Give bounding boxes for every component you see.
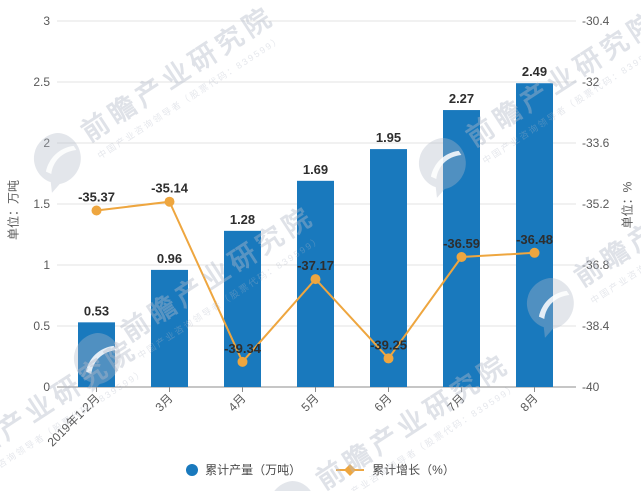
y-left-tick-label: 0 (43, 380, 50, 394)
y-left-tick-label: 0.5 (33, 319, 50, 333)
y-left-tick-label: 2.5 (33, 75, 50, 89)
y-right-tick-label: -33.6 (582, 136, 610, 150)
y-left-tick-label: 1.5 (33, 197, 50, 211)
y-right-tick-label: -36.8 (582, 258, 610, 272)
bar-value-label: 1.28 (230, 212, 255, 227)
x-tick-label: 4月 (226, 391, 249, 414)
bar-value-label: 0.53 (84, 303, 109, 318)
bar (516, 83, 553, 387)
y-left-tick-label: 3 (43, 14, 50, 28)
bar (78, 322, 115, 387)
y-right-tick-label: -30.4 (582, 14, 610, 28)
bar-value-label: 1.69 (303, 162, 328, 177)
legend-circle-marker-icon (186, 463, 199, 476)
x-tick-label: 2019年1-2月 (45, 391, 103, 449)
line-value-label: -35.14 (151, 181, 189, 196)
x-tick-label: 5月 (299, 391, 322, 414)
line-point (164, 196, 175, 207)
line-value-label: -37.17 (297, 258, 334, 273)
y-left-tick-label: 1 (43, 258, 50, 272)
line-value-label: -39.34 (224, 341, 262, 356)
legend: 累计产量（万吨） 累计增长（%） (0, 461, 641, 478)
bar-value-label: 1.95 (376, 130, 401, 145)
y-right-tick-label: -38.4 (582, 319, 610, 333)
y-right-tick-label: -35.2 (582, 197, 610, 211)
x-tick-label: 7月 (445, 391, 468, 414)
legend-item-line-series[interactable]: 累计增长（%） (335, 461, 455, 478)
bar (370, 149, 407, 387)
legend-item-bar-series[interactable]: 累计产量（万吨） (186, 461, 301, 478)
line-point (529, 247, 540, 258)
line-point (237, 356, 248, 367)
line-value-label: -35.37 (78, 189, 115, 204)
line-value-label: -39.25 (370, 337, 407, 352)
y-right-tick-label: -32 (582, 75, 600, 89)
bar-value-label: 2.27 (449, 91, 474, 106)
y-right-tick-label: -40 (582, 380, 600, 394)
right-axis-title: 单位：% (620, 181, 635, 229)
legend-label: 累计增长（%） (372, 463, 455, 477)
line-value-label: -36.48 (516, 232, 553, 247)
left-axis-title: 单位：万吨 (6, 179, 21, 241)
y-left-tick-label: 2 (43, 136, 50, 150)
line-value-label: -36.59 (443, 236, 480, 251)
line-point (310, 274, 321, 285)
legend-line-diamond-marker-icon (336, 463, 365, 476)
bar (151, 269, 188, 387)
x-tick-label: 3月 (153, 391, 176, 414)
x-tick-label: 6月 (372, 391, 395, 414)
bar-value-label: 0.96 (157, 251, 182, 266)
bar-value-label: 2.49 (522, 64, 547, 79)
x-tick-label: 8月 (518, 391, 541, 414)
legend-label: 累计产量（万吨） (205, 463, 302, 477)
line-point (383, 353, 394, 364)
line-point (456, 251, 467, 262)
line-point (91, 205, 102, 216)
